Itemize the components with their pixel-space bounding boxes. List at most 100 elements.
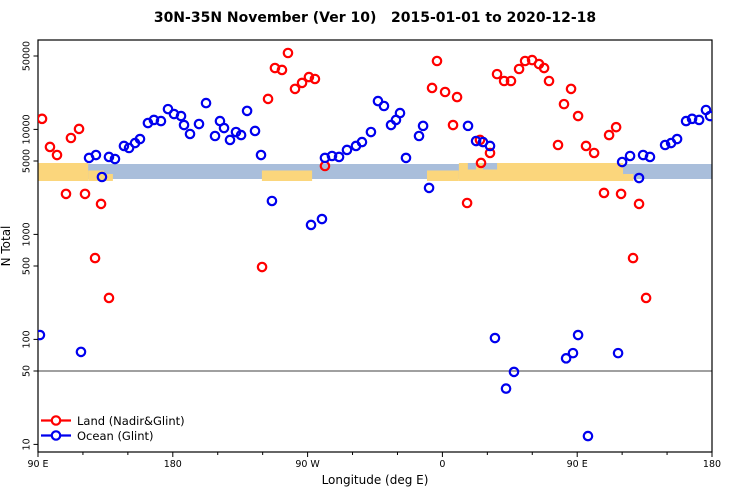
data-point <box>671 133 683 145</box>
data-point <box>90 149 102 161</box>
data-point <box>484 147 496 159</box>
data-point <box>224 134 236 146</box>
data-point <box>73 123 85 135</box>
data-point <box>89 252 101 264</box>
data-point <box>309 73 321 85</box>
data-point <box>560 353 572 364</box>
y-axis-label: N Total <box>0 225 13 267</box>
surface-band-land-segment <box>458 163 624 181</box>
data-point <box>633 198 645 210</box>
data-point <box>447 119 459 131</box>
data-point <box>218 122 230 134</box>
data-point <box>350 140 362 152</box>
legend-row: Land (Nadir&Glint) <box>40 413 185 428</box>
legend-marker-icon <box>41 415 71 426</box>
data-point <box>103 292 115 304</box>
data-point <box>644 151 656 163</box>
data-point <box>475 157 487 169</box>
y-tick-label: 10000 <box>22 114 33 144</box>
data-point <box>155 115 167 127</box>
data-point <box>75 346 87 358</box>
x-axis-label: Longitude (deg E) <box>321 473 429 487</box>
data-point <box>96 171 108 183</box>
data-point <box>498 75 510 87</box>
data-point <box>603 129 615 141</box>
data-point <box>175 110 187 122</box>
x-tick-label: 90 W <box>295 459 320 470</box>
surface-band-land-segment <box>88 170 104 181</box>
data-point <box>693 114 705 126</box>
data-point <box>508 366 520 378</box>
data-point <box>178 119 190 131</box>
data-point <box>390 114 402 126</box>
surface-band-ocean-notch <box>467 163 477 170</box>
legend-label: Land (Nadir&Glint) <box>77 413 185 428</box>
data-point <box>134 133 146 145</box>
data-point <box>400 152 412 164</box>
data-point <box>552 139 564 151</box>
data-point <box>319 152 331 164</box>
data-point <box>615 188 627 200</box>
data-point <box>491 68 503 80</box>
data-point <box>296 77 308 89</box>
data-point <box>582 430 594 442</box>
data-point <box>341 144 353 156</box>
data-point <box>572 329 584 341</box>
data-point <box>489 332 501 344</box>
y-tick-label: 1000 <box>22 222 33 246</box>
data-point <box>431 55 443 67</box>
data-point <box>255 149 267 161</box>
data-point <box>193 118 205 130</box>
data-point <box>616 156 628 168</box>
data-point <box>484 140 496 152</box>
plot-box <box>37 39 713 453</box>
data-point <box>627 252 639 264</box>
data-point <box>588 147 600 159</box>
data-point <box>209 130 221 142</box>
surface-band-ocean-notch <box>482 163 498 170</box>
data-point <box>385 119 397 131</box>
data-point <box>659 139 671 151</box>
y-tick-label: 10 <box>22 438 33 450</box>
data-point <box>249 125 261 137</box>
x-tick-label: 0 <box>439 459 445 470</box>
data-point <box>500 383 512 394</box>
data-point <box>184 128 196 140</box>
data-point <box>519 55 531 67</box>
data-point <box>598 187 610 199</box>
data-point <box>612 347 624 359</box>
data-point <box>426 82 438 94</box>
data-point <box>505 75 517 87</box>
data-point <box>572 110 584 122</box>
data-point <box>65 132 77 144</box>
data-point <box>439 86 451 98</box>
y-tick-label: 50000 <box>22 41 33 71</box>
surface-band-land-segment <box>103 174 113 181</box>
surface-band-land-segment <box>38 163 89 181</box>
data-points <box>38 47 712 442</box>
data-point <box>543 75 555 87</box>
data-point <box>640 292 652 304</box>
data-point <box>451 91 463 103</box>
surface-band-land-segment <box>623 174 634 181</box>
data-point <box>333 151 345 163</box>
chart-title: 30N-35N November (Ver 10) 2015-01-01 to … <box>153 10 597 26</box>
data-point <box>282 47 294 59</box>
data-point <box>633 172 645 184</box>
legend-marker-icon <box>41 430 71 441</box>
data-point <box>103 151 115 163</box>
data-point <box>462 120 474 132</box>
data-point <box>79 188 91 200</box>
data-point <box>624 150 636 162</box>
data-point <box>580 140 592 152</box>
data-point <box>241 105 253 117</box>
data-point <box>610 121 622 133</box>
data-point <box>686 113 698 125</box>
data-point <box>256 261 268 273</box>
legend: Land (Nadir&Glint) Ocean (Glint) <box>40 413 185 443</box>
data-point <box>95 198 107 210</box>
data-point <box>461 197 473 209</box>
data-point <box>470 135 482 147</box>
data-point <box>567 347 579 359</box>
surface-band <box>38 163 712 181</box>
